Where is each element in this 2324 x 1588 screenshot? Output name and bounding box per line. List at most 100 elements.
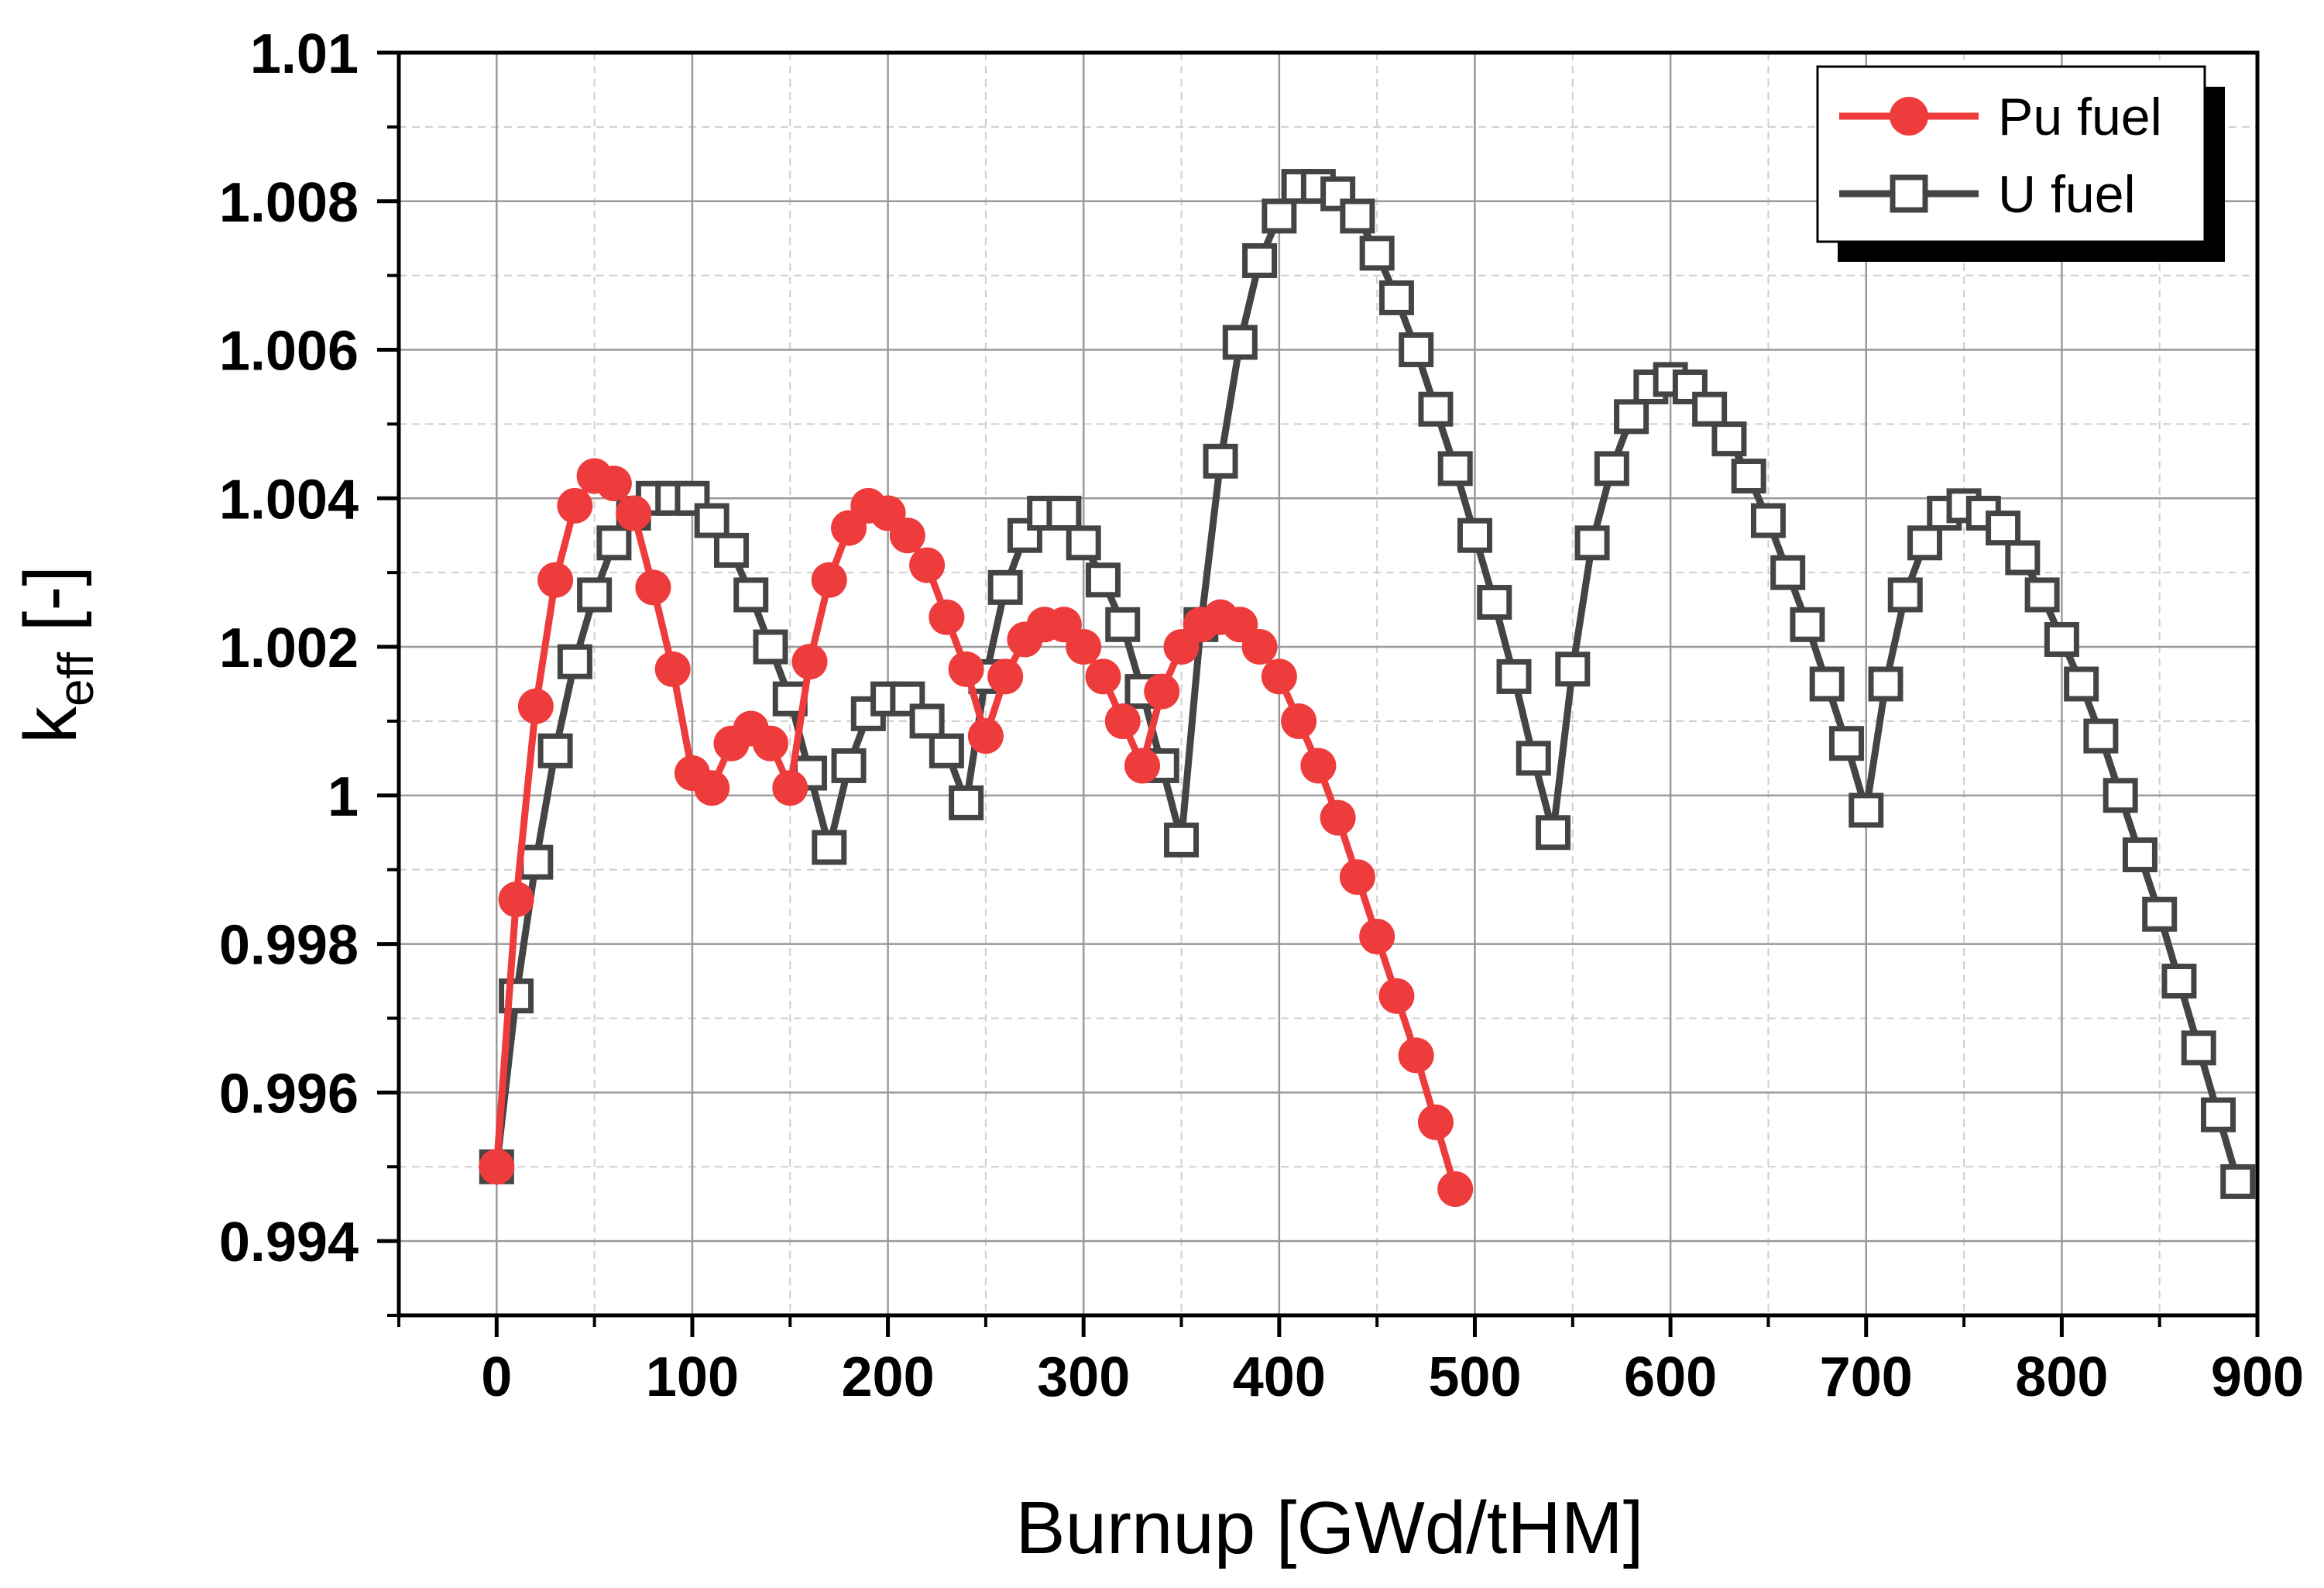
legend-u-label: U fuel bbox=[1998, 165, 2136, 224]
x-tick-label: 500 bbox=[1428, 1346, 1521, 1408]
y-tick-label: 1 bbox=[328, 766, 359, 828]
plot-frame bbox=[396, 50, 2260, 1318]
data-point-square bbox=[909, 703, 945, 739]
data-point-square bbox=[1222, 325, 1258, 360]
y-tick-label: 1.008 bbox=[219, 172, 359, 234]
data-point-square bbox=[1203, 443, 1238, 479]
data-point-circle bbox=[635, 569, 671, 606]
data-point-circle bbox=[1378, 978, 1415, 1014]
data-point-square bbox=[2122, 837, 2158, 873]
data-point-circle bbox=[1320, 799, 1356, 836]
data-point-square bbox=[1770, 555, 1806, 590]
data-point-circle bbox=[654, 651, 691, 687]
data-point-square bbox=[1555, 651, 1591, 687]
data-point-square bbox=[2064, 666, 2099, 702]
data-point-square bbox=[772, 681, 808, 717]
data-point-circle bbox=[889, 517, 925, 554]
data-point-square bbox=[518, 844, 554, 880]
data-point-square bbox=[1731, 459, 1766, 494]
y-tick-labels: 0.994 0.996 0.998 1 1.002 1.004 1.006 1.008 1.01 bbox=[219, 23, 359, 1273]
x-tick-label: 700 bbox=[1820, 1346, 1913, 1408]
data-point-square bbox=[812, 830, 847, 865]
data-point-circle bbox=[909, 547, 946, 583]
data-point-circle bbox=[1300, 748, 1337, 784]
data-point-circle bbox=[1104, 703, 1141, 739]
data-point-circle bbox=[694, 770, 730, 806]
data-point-square bbox=[2083, 718, 2119, 754]
y-axis-title-subscript: eff bbox=[48, 652, 104, 706]
legend-u-marker bbox=[1890, 174, 1928, 213]
data-point-square bbox=[1907, 525, 1943, 561]
grid bbox=[399, 53, 2257, 1315]
data-point-square bbox=[1516, 741, 1551, 776]
data-point-circle bbox=[1359, 919, 1395, 954]
data-point-square bbox=[1790, 607, 1825, 642]
data-point-circle bbox=[753, 725, 788, 761]
data-point-square bbox=[1828, 726, 1864, 761]
x-tick-label: 800 bbox=[2015, 1346, 2108, 1408]
data-point-circle bbox=[811, 562, 847, 598]
data-point-square bbox=[1046, 495, 1082, 531]
data-point-square bbox=[1085, 562, 1121, 598]
data-point-circle bbox=[948, 651, 984, 687]
data-point-circle bbox=[517, 688, 554, 724]
data-point-square bbox=[577, 577, 613, 613]
data-point-square bbox=[1711, 421, 1747, 457]
data-point-square bbox=[949, 785, 984, 820]
data-point-square bbox=[1809, 666, 1845, 702]
x-tick-label: 600 bbox=[1624, 1346, 1717, 1408]
data-point-circle bbox=[1398, 1037, 1434, 1074]
data-point-square bbox=[557, 644, 592, 679]
data-point-square bbox=[713, 532, 749, 568]
data-point-square bbox=[1692, 391, 1728, 427]
data-point-circle bbox=[1339, 859, 1375, 895]
y-tick-label: 1.002 bbox=[219, 617, 359, 679]
x-tick-label: 200 bbox=[842, 1346, 935, 1408]
data-point-square bbox=[1378, 280, 1414, 315]
data-point-square bbox=[1066, 525, 1101, 561]
x-tick-label: 400 bbox=[1233, 1346, 1326, 1408]
y-tick-label: 1.004 bbox=[219, 469, 359, 531]
y-tick-label: 0.994 bbox=[219, 1212, 359, 1273]
data-point-square bbox=[753, 629, 788, 665]
series-layer bbox=[479, 169, 2256, 1207]
data-point-square bbox=[929, 733, 964, 768]
data-point-circle bbox=[967, 718, 1004, 754]
data-point-square bbox=[1496, 658, 1532, 694]
data-point-square bbox=[1437, 451, 1473, 486]
legend-box bbox=[1816, 65, 2206, 243]
series-pu-fuel bbox=[479, 458, 1474, 1207]
data-point-square bbox=[1574, 525, 1610, 561]
data-point-circle bbox=[479, 1149, 515, 1185]
data-point-circle bbox=[1066, 629, 1102, 665]
x-tick-label: 300 bbox=[1037, 1346, 1130, 1408]
data-point-square bbox=[1359, 235, 1395, 271]
x-axis-title: Burnup [GWd/tHM] bbox=[1016, 1487, 1644, 1569]
data-point-square bbox=[1164, 822, 1200, 858]
data-point-square bbox=[2005, 540, 2041, 576]
legend-pu-marker bbox=[1890, 97, 1928, 136]
y-axis-title: keff [-] bbox=[9, 565, 104, 744]
data-point-circle bbox=[791, 644, 828, 680]
data-point-circle bbox=[557, 487, 593, 524]
data-point-square bbox=[2142, 896, 2178, 932]
data-point-square bbox=[733, 577, 769, 613]
data-point-square bbox=[1849, 792, 1884, 828]
data-point-square bbox=[1986, 510, 2021, 546]
data-point-circle bbox=[596, 466, 632, 502]
y-tick-label: 1.006 bbox=[219, 321, 359, 383]
data-point-circle bbox=[1437, 1171, 1474, 1207]
data-point-square bbox=[1536, 815, 1571, 851]
legend: Pu fuel U fuel bbox=[1816, 65, 2225, 262]
data-point-circle bbox=[1241, 629, 1278, 665]
x-tick-label: 100 bbox=[646, 1346, 739, 1408]
data-point-square bbox=[2181, 1030, 2216, 1066]
x-tick-label: 0 bbox=[481, 1346, 512, 1408]
legend-pu-label: Pu fuel bbox=[1998, 88, 2162, 146]
data-point-circle bbox=[772, 770, 808, 806]
data-point-square bbox=[1887, 577, 1923, 613]
data-point-square bbox=[1340, 198, 1375, 234]
data-point-square bbox=[2024, 577, 2060, 613]
y-tick-label: 0.996 bbox=[219, 1063, 359, 1125]
x-tick-label: 900 bbox=[2211, 1346, 2304, 1408]
